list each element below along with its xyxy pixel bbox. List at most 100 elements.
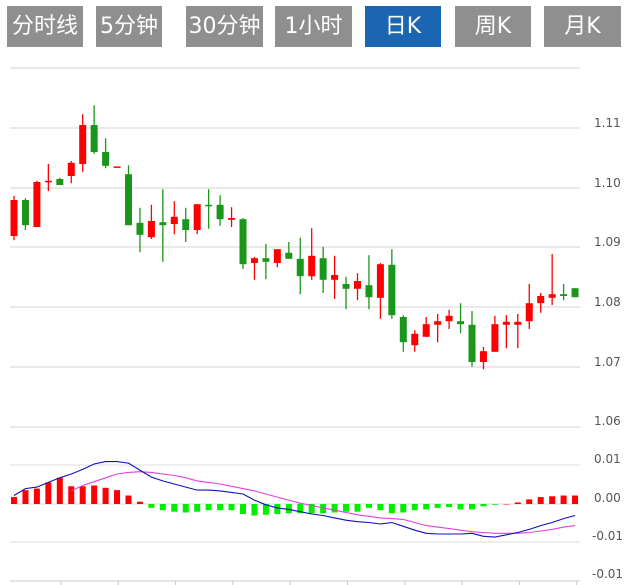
- candle: [296, 237, 304, 295]
- macd-panel: [11, 461, 579, 538]
- macd-bar: [514, 502, 521, 504]
- macd-bar: [469, 504, 475, 510]
- candle: [90, 105, 98, 154]
- macd-bar: [526, 499, 533, 504]
- tab-monthly-k[interactable]: 月K: [544, 6, 621, 47]
- macd-bar: [274, 504, 281, 515]
- candle-body: [560, 294, 568, 296]
- candle-body: [468, 324, 476, 362]
- macd-bar: [377, 504, 384, 511]
- candle: [537, 293, 545, 313]
- macd-bar: [388, 504, 395, 514]
- candle: [319, 246, 327, 293]
- candle: [376, 263, 384, 319]
- macd-bar: [423, 504, 430, 510]
- candle-body: [399, 317, 407, 343]
- dif-line: [13, 461, 576, 538]
- candle: [136, 207, 144, 253]
- macd-bar: [354, 504, 361, 512]
- candle: [56, 177, 64, 185]
- macd-bar: [91, 485, 98, 504]
- tab-5min[interactable]: 5分钟: [96, 6, 162, 47]
- candle-body: [216, 204, 224, 220]
- candle: [170, 201, 178, 235]
- macd-bar: [446, 504, 453, 508]
- candle: [560, 284, 568, 301]
- macd-bar: [228, 504, 235, 511]
- macd-bar: [400, 504, 407, 513]
- macd-bar: [285, 504, 292, 514]
- candle-body: [331, 275, 339, 280]
- candle: [44, 164, 52, 191]
- macd-bar: [114, 490, 121, 504]
- macd-bar: [251, 504, 258, 516]
- macd-bar: [159, 504, 166, 511]
- macd-bar: [102, 487, 109, 504]
- macd-bar: [457, 504, 464, 510]
- candle: [33, 180, 41, 227]
- candle: [147, 204, 155, 239]
- tab-1hour[interactable]: 1小时: [275, 6, 352, 47]
- candle-body: [422, 324, 430, 337]
- candle: [228, 207, 236, 227]
- macd-bar: [537, 497, 544, 504]
- macd-bar: [79, 486, 86, 504]
- candle-body: [571, 288, 579, 298]
- candle-body: [21, 200, 29, 226]
- candle: [182, 207, 190, 242]
- macd-bar: [320, 504, 327, 514]
- tick-label: 1.09: [594, 235, 621, 249]
- candle: [67, 161, 75, 184]
- candle-body: [342, 284, 350, 289]
- candle-body: [445, 315, 453, 322]
- candle: [399, 315, 407, 352]
- macd-bar: [262, 504, 269, 515]
- macd-bar: [11, 497, 17, 504]
- tab-weekly-k[interactable]: 周K: [455, 6, 531, 47]
- macd-bar: [125, 495, 132, 504]
- macd-bar: [240, 504, 246, 515]
- candle-body: [79, 125, 87, 164]
- tick-label: 0.01: [594, 452, 621, 466]
- candle: [102, 138, 110, 169]
- candle-body: [308, 255, 316, 277]
- candle: [239, 218, 247, 269]
- candle-body: [182, 219, 190, 230]
- grid: [10, 67, 580, 585]
- candle: [365, 255, 373, 310]
- candle-body: [411, 333, 419, 346]
- candle: [514, 314, 522, 349]
- macd-bar: [22, 490, 29, 504]
- candle-body: [491, 324, 499, 352]
- candle-body: [319, 258, 327, 280]
- dea-line: [71, 471, 576, 534]
- macd-bar: [171, 504, 178, 512]
- tick-label: 1.07: [594, 355, 621, 369]
- tab-daily-k[interactable]: 日K: [365, 6, 441, 47]
- candle: [193, 204, 201, 235]
- candle: [354, 273, 361, 301]
- candle-body: [228, 218, 236, 220]
- candle-body: [56, 179, 64, 185]
- candle-body: [434, 321, 442, 325]
- macd-bar: [343, 504, 350, 512]
- candle: [457, 303, 465, 334]
- tab-timeline[interactable]: 分时线: [7, 6, 83, 47]
- tab-30min[interactable]: 30分钟: [186, 6, 263, 47]
- candle: [285, 242, 293, 259]
- candle-body: [136, 222, 144, 235]
- candle: [21, 198, 29, 230]
- tick-label: 1.08: [594, 295, 621, 309]
- candle-body: [502, 321, 510, 325]
- tick-label: 1.06: [594, 414, 621, 428]
- macd-bar: [148, 504, 155, 508]
- macd-bar: [194, 504, 201, 512]
- candle: [79, 114, 87, 172]
- macd-bar: [491, 504, 498, 505]
- macd-bar: [56, 477, 63, 504]
- candle-body: [239, 219, 247, 265]
- macd-bar: [297, 504, 304, 514]
- candle: [125, 165, 132, 226]
- macd-bar: [331, 504, 338, 513]
- candle: [273, 249, 281, 268]
